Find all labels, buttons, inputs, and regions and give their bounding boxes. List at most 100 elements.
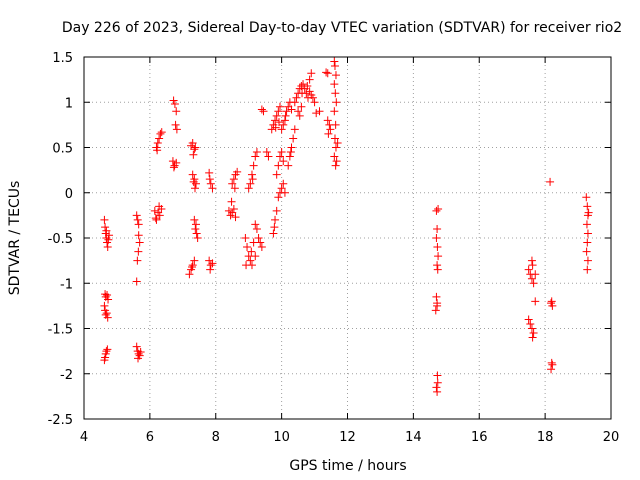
data-point (330, 107, 339, 116)
plot-frame (83, 56, 612, 420)
data-point (156, 129, 165, 138)
data-point (272, 111, 281, 120)
data-point (134, 354, 143, 363)
data-point (297, 102, 306, 111)
data-point (307, 69, 316, 78)
data-point (583, 202, 592, 211)
data-point (303, 81, 312, 90)
data-point (282, 107, 291, 116)
x-tick-label: 4 (80, 430, 88, 445)
y-tick-label: -0.5 (48, 232, 73, 247)
data-point (169, 96, 178, 105)
data-point (582, 193, 591, 202)
y-tick-label: 1.5 (52, 51, 73, 66)
data-point (272, 170, 281, 179)
data-point (582, 247, 591, 256)
data-point (527, 274, 536, 283)
data-point (524, 265, 533, 274)
data-point (132, 342, 141, 351)
y-tick-label: -1.5 (48, 323, 73, 338)
data-point (100, 356, 109, 365)
data-point (246, 179, 255, 188)
data-point (294, 107, 303, 116)
data-point (287, 105, 296, 114)
x-tick-label: 8 (212, 430, 220, 445)
x-tick-label: 6 (146, 430, 154, 445)
x-tick-label: 16 (471, 430, 488, 445)
data-point (323, 69, 332, 78)
data-point (191, 220, 200, 229)
data-point (310, 98, 319, 107)
data-point (280, 116, 289, 125)
x-tick-label: 18 (537, 430, 554, 445)
data-point (134, 247, 143, 256)
data-point (134, 220, 143, 229)
grid (84, 57, 611, 419)
data-point (247, 170, 256, 179)
data-point (193, 234, 202, 242)
data-point (241, 234, 250, 242)
data-point (243, 243, 252, 252)
data-point (331, 71, 340, 80)
data-point (233, 167, 242, 176)
data-point (229, 205, 238, 214)
data-point (275, 152, 284, 161)
data-point (103, 243, 112, 252)
data-point (262, 148, 271, 157)
data-point (433, 261, 442, 270)
data-point (104, 235, 113, 244)
data-point (527, 256, 536, 265)
data-point (134, 349, 143, 358)
data-point (132, 211, 141, 220)
data-point (547, 299, 556, 308)
y-axis-label: SDTVAR / TECUs (7, 181, 23, 296)
data-point (102, 226, 111, 235)
data-point (277, 148, 286, 157)
data-point (100, 215, 109, 224)
data-point (331, 161, 340, 170)
data-point (277, 184, 286, 193)
y-tick-label: 0 (65, 187, 73, 202)
data-point (103, 345, 112, 354)
data-point (331, 120, 340, 129)
data-point (528, 261, 537, 270)
data-point (330, 62, 339, 71)
data-point (246, 256, 255, 265)
x-tick-label: 14 (405, 430, 422, 445)
data-point (431, 306, 440, 315)
data-point (531, 297, 540, 306)
data-point (224, 206, 233, 215)
data-point (280, 188, 289, 197)
data-point (271, 215, 280, 224)
data-point (434, 252, 443, 261)
data-point (330, 134, 339, 143)
y-tick-label: -2 (60, 368, 73, 383)
data-point (330, 57, 339, 66)
data-point (281, 111, 290, 120)
data-point (583, 265, 592, 274)
data-point (433, 301, 442, 310)
data-point (254, 234, 263, 242)
data-point (104, 295, 113, 304)
data-point (315, 107, 324, 116)
data-point (101, 223, 110, 232)
data-point (228, 208, 237, 217)
data-point (187, 141, 196, 150)
data-point (205, 175, 214, 184)
data-point (290, 125, 299, 134)
data-point (270, 223, 279, 232)
data-point (227, 197, 236, 206)
data-point (289, 134, 298, 143)
data-point (172, 158, 181, 167)
data-point (206, 261, 215, 270)
data-point (189, 177, 198, 186)
data-point (332, 157, 341, 166)
data-point (249, 161, 258, 170)
data-point (267, 125, 276, 134)
data-point (153, 146, 162, 155)
data-point (582, 220, 591, 229)
data-point (168, 157, 177, 166)
data-point (191, 224, 200, 233)
data-point (157, 128, 166, 137)
data-point (279, 179, 288, 188)
